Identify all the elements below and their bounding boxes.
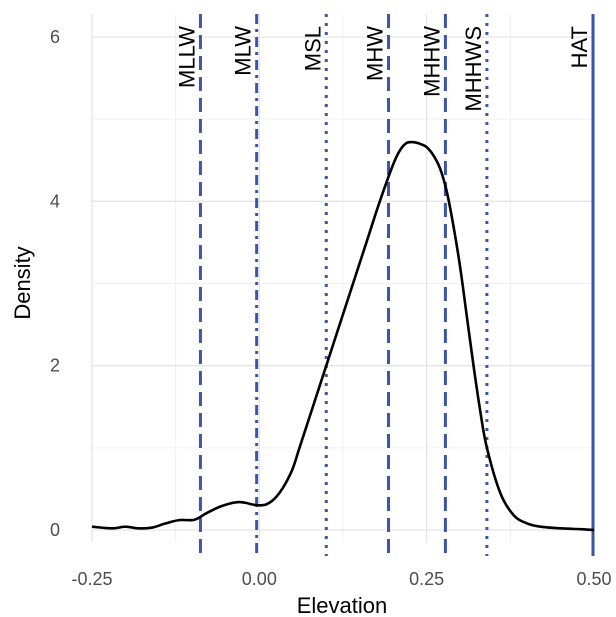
x-tick-label: 0.00 — [242, 569, 277, 589]
y-tick-label: 0 — [50, 520, 60, 540]
y-axis-title: Density — [10, 246, 35, 319]
reference-lines: MLLW MLW MSL MHW MHHW MHHWS HAT — [174, 14, 595, 556]
reference-label-hat: HAT — [567, 26, 592, 68]
y-tick-label: 4 — [50, 191, 60, 211]
density-curve — [91, 140, 595, 532]
x-axis-title: Elevation — [297, 593, 388, 617]
x-tick-label: 0.25 — [409, 569, 444, 589]
grid — [91, 14, 595, 542]
tick-labels: -0.25 0.00 0.25 0.50 0 2 4 6 — [50, 27, 612, 589]
y-tick-label: 6 — [50, 27, 60, 47]
reference-label-mlw: MLW — [231, 26, 256, 76]
reference-label-mhw: MHW — [363, 26, 388, 81]
reference-label-msl: MSL — [300, 26, 325, 71]
x-tick-label: -0.25 — [71, 569, 112, 589]
y-tick-label: 2 — [50, 356, 60, 376]
reference-label-mhhws: MHHWS — [461, 26, 486, 112]
x-tick-label: 0.50 — [576, 569, 611, 589]
reference-label-mllw: MLLW — [174, 26, 199, 88]
density-curves — [91, 140, 595, 532]
reference-label-mhhw: MHHW — [419, 26, 444, 97]
